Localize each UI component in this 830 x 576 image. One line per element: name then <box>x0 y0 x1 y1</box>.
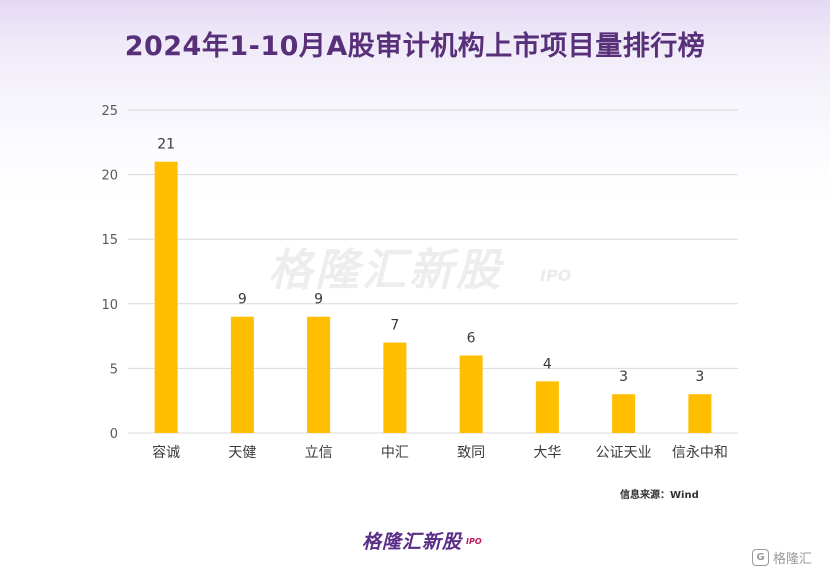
source-note: 信息来源：Wind <box>620 490 699 501</box>
corner-logo: G 格隆汇 <box>752 548 812 567</box>
x-tick-label: 信永中和 <box>672 445 728 461</box>
bar <box>230 316 254 433</box>
bar <box>154 161 178 433</box>
corner-logo-text: 格隆汇 <box>773 552 813 567</box>
data-label: 4 <box>543 356 552 372</box>
watermark-logo-sub: IPO <box>540 266 572 285</box>
footer-logo: 格隆汇新股 <box>362 531 463 553</box>
x-tick-label: 中汇 <box>381 445 409 461</box>
x-tick-label: 致同 <box>457 445 485 461</box>
y-tick-label: 0 <box>110 427 118 442</box>
data-label: 3 <box>619 369 628 385</box>
x-tick-label: 大华 <box>533 445 561 461</box>
y-tick-label: 25 <box>101 104 118 119</box>
y-tick-label: 20 <box>101 169 118 184</box>
bar <box>688 394 712 433</box>
x-tick-label: 容诚 <box>152 444 180 461</box>
bar <box>459 355 483 433</box>
data-label: 21 <box>157 137 175 153</box>
data-label: 7 <box>390 318 399 334</box>
brand-icon: G <box>752 549 769 566</box>
data-label: 3 <box>695 369 704 385</box>
x-tick-label: 公证天业 <box>596 445 652 461</box>
bar <box>307 316 331 433</box>
data-label: 6 <box>467 330 476 346</box>
x-tick-label: 天健 <box>228 445 256 461</box>
footer-logo-sub: IPO <box>466 537 482 546</box>
x-tick-label: 立信 <box>305 445 333 461</box>
bar <box>383 342 407 433</box>
watermark-logo: 格隆汇新股 <box>268 245 503 296</box>
data-label: 9 <box>314 292 323 308</box>
bar <box>535 381 559 433</box>
y-tick-label: 15 <box>101 233 118 248</box>
y-tick-label: 5 <box>110 362 118 377</box>
chart-title: 2024年1-10月A股审计机构上市项目量排行榜 <box>124 31 706 62</box>
data-label: 9 <box>238 292 247 308</box>
bar <box>612 394 636 433</box>
y-tick-label: 10 <box>101 298 118 313</box>
